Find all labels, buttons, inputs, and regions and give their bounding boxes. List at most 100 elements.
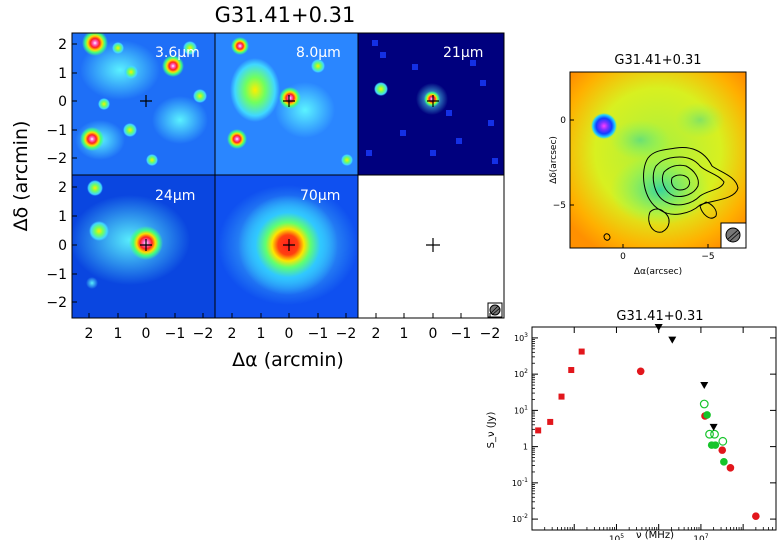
xtick-label: 0 xyxy=(429,326,438,342)
contours xyxy=(603,147,739,241)
mosaic-xtick-labels: 2 1 0 −1 −2 2 1 0 −1 −2 2 1 0 −1 −2 xyxy=(85,326,501,342)
ytick-label: −1 xyxy=(46,123,67,139)
sed-data-point xyxy=(699,399,709,409)
zoom-xlabel: Δα(arcsec) xyxy=(634,267,682,277)
panel-3.6um xyxy=(72,33,215,175)
xtick-label: −1 xyxy=(165,326,186,342)
xtick-label: 2 xyxy=(228,326,237,342)
panel-label-21um: 21μm xyxy=(443,45,483,61)
sed-data-point xyxy=(703,411,711,419)
ytick-label: 0 xyxy=(58,94,67,110)
zoom-ytick-label: 0 xyxy=(560,116,566,126)
sed-data-point xyxy=(709,423,718,431)
sed-ylabel: S_ν (Jy) xyxy=(486,412,497,449)
y-tick-label: 1 xyxy=(523,443,528,452)
xtick-label: −2 xyxy=(336,326,357,342)
point-source xyxy=(98,98,110,110)
xtick-label: −2 xyxy=(193,326,214,342)
y-tick-label: 10-1 xyxy=(512,477,528,488)
point-source xyxy=(82,33,108,56)
crosshair-markers xyxy=(140,95,440,252)
ytick-label: 2 xyxy=(58,180,67,196)
x-tick-label: 107 xyxy=(693,533,708,540)
sed-data-point xyxy=(752,512,760,521)
crosshair xyxy=(140,95,152,107)
sed-data-point xyxy=(636,367,645,376)
sed-marks xyxy=(535,324,760,521)
panel-21um xyxy=(358,33,504,175)
sed-data-point xyxy=(705,429,714,439)
point-source xyxy=(86,277,98,289)
sed-title: G31.41+0.31 xyxy=(616,309,703,324)
sed-data-point xyxy=(558,393,565,400)
point-source xyxy=(424,91,440,107)
ytick-label: 2 xyxy=(58,37,67,53)
point-source xyxy=(87,180,103,196)
panel-8.0um xyxy=(215,33,358,175)
y-tick-label: 10-2 xyxy=(512,513,528,524)
point-source xyxy=(89,221,109,241)
zoom-frame xyxy=(569,71,747,249)
sed-data-point xyxy=(654,324,663,331)
crosshair xyxy=(283,95,295,107)
panel-label-3.6um: 3.6μm xyxy=(155,45,200,61)
y-tick-label: 102 xyxy=(514,368,528,379)
sed-data-point xyxy=(718,436,728,446)
point-source xyxy=(193,89,207,103)
crosshair xyxy=(283,239,295,251)
beam-icon xyxy=(487,302,503,318)
xtick-label: 1 xyxy=(257,326,266,342)
mosaic-ytick-labels: 2 1 0 −1 −2 2 1 0 −1 −2 xyxy=(46,37,67,311)
point-source xyxy=(183,41,197,55)
point-source xyxy=(162,55,184,77)
zoom-beam-icon xyxy=(720,222,747,249)
zoom-ticks xyxy=(570,119,709,248)
zoom-ylabel: Δδ(arcsec) xyxy=(549,136,559,184)
sed-data-point xyxy=(726,464,735,472)
ytick-label: 1 xyxy=(58,66,67,82)
pixel-noise xyxy=(366,40,498,164)
xtick-label: 1 xyxy=(400,326,409,342)
crosshair xyxy=(427,95,439,107)
mosaic-xlabel: Δα (arcmin) xyxy=(232,349,344,371)
panel-background xyxy=(358,175,504,318)
point-source xyxy=(80,127,104,151)
ytick-label: −1 xyxy=(46,267,67,283)
point-source xyxy=(227,129,247,149)
sed-axes: 105 107 103 102 101 1 10-1 10-2 xyxy=(512,326,777,540)
xtick-label: −1 xyxy=(451,326,472,342)
sed-data-point xyxy=(547,418,554,425)
y-tick-label: 103 xyxy=(514,332,528,343)
mosaic-title: G31.41+0.31 xyxy=(215,3,356,27)
point-source xyxy=(231,37,249,55)
x-tick-label: 105 xyxy=(609,533,624,540)
ytick-label: 0 xyxy=(58,238,67,254)
sed-data-point xyxy=(710,429,719,439)
sed-data-point xyxy=(700,382,709,390)
point-source xyxy=(124,65,138,79)
panel-blank xyxy=(358,175,504,318)
ytick-label: −2 xyxy=(46,151,67,167)
crosshair xyxy=(426,238,440,252)
y-tick-label: 101 xyxy=(514,404,528,415)
sed-data-point xyxy=(718,446,727,454)
xtick-label: −2 xyxy=(480,326,501,342)
xtick-label: 2 xyxy=(85,326,94,342)
sed-data-point xyxy=(711,441,720,449)
xtick-label: 0 xyxy=(142,326,151,342)
zoom-xtick-label: −5 xyxy=(701,252,714,262)
xtick-label: 1 xyxy=(114,326,123,342)
diffuse-emission xyxy=(230,58,280,122)
mosaic-ylabel: Δδ (arcmin) xyxy=(10,121,32,232)
point-source xyxy=(341,154,353,166)
mosaic-frame xyxy=(71,32,505,319)
panel-70um xyxy=(215,175,358,318)
zoom-xtick-label: 0 xyxy=(620,252,626,262)
panel-label-8.0um: 8.0μm xyxy=(296,45,341,61)
zoom-map xyxy=(570,72,746,248)
point-source xyxy=(591,113,617,139)
zoom-title: G31.41+0.31 xyxy=(614,53,701,68)
point-source xyxy=(123,123,137,137)
sed-data-point xyxy=(720,458,728,466)
